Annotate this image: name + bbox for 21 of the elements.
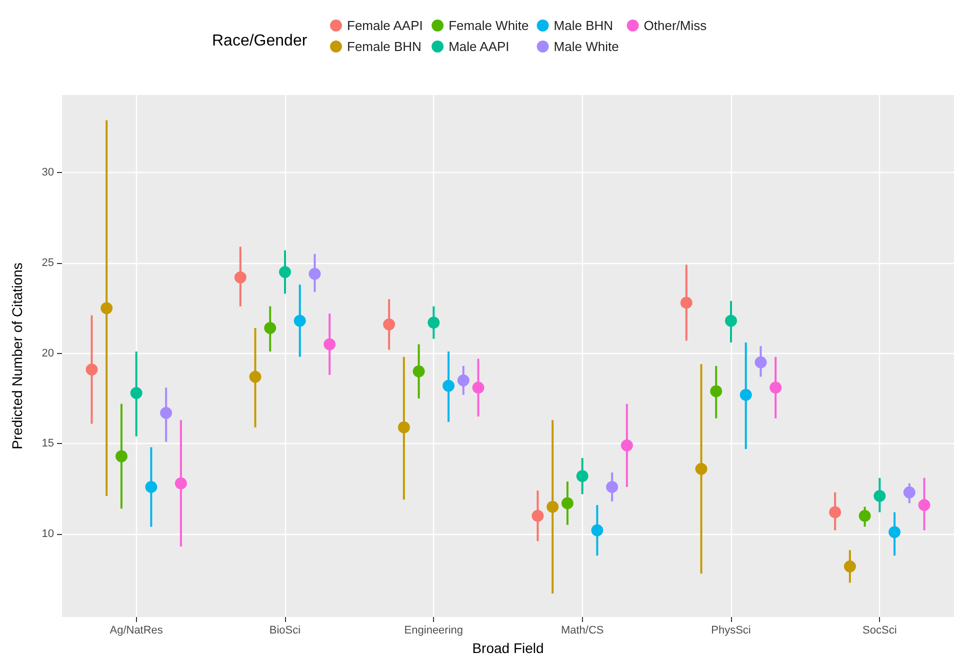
y-tick-label: 20 xyxy=(42,347,54,360)
y-axis-title: Predicted Number of Citations xyxy=(9,262,25,450)
legend-label: Male AAPI xyxy=(448,39,510,54)
x-tick-label: BioSci xyxy=(269,624,301,636)
legend-label: Male White xyxy=(554,39,619,54)
legend-label: Female White xyxy=(448,18,529,33)
y-tick-label: 15 xyxy=(42,438,54,450)
legend-title: Race/Gender xyxy=(212,32,308,50)
legend-label: Other/Miss xyxy=(644,18,708,33)
legend-label: Male BHN xyxy=(554,18,614,33)
legend-label: Female BHN xyxy=(347,39,422,54)
x-tick-label: Math/CS xyxy=(560,624,604,636)
legend-label: Female AAPI xyxy=(347,18,423,33)
x-axis-title: Broad Field xyxy=(472,640,544,656)
y-tick-label: 25 xyxy=(42,256,54,269)
x-tick-label: Engineering xyxy=(404,624,464,636)
x-tick-label: PhysSci xyxy=(711,624,751,636)
x-tick-label: SocSci xyxy=(862,624,897,636)
y-tick-label: 10 xyxy=(42,528,54,540)
y-tick-label: 30 xyxy=(42,166,54,179)
x-tick-label: Ag/NatRes xyxy=(110,624,164,636)
